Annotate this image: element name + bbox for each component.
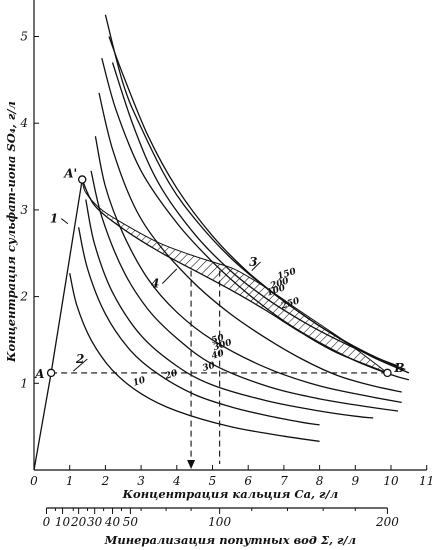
y-axis-label: Концентрация сульфат-иона SO₄, г/л xyxy=(4,101,18,363)
x-tick-label-6: 6 xyxy=(244,474,252,488)
line-label-leader-4 xyxy=(161,268,178,284)
line-label-3: 3 xyxy=(249,255,257,269)
curve-30 xyxy=(85,199,374,419)
line-origin-A xyxy=(33,372,52,471)
curve-label-10: 10 xyxy=(132,375,148,389)
x-tick-label-10: 10 xyxy=(383,474,399,488)
x-tick-label-8: 8 xyxy=(316,474,324,488)
line-label-4: 4 xyxy=(151,277,159,291)
curve-20 xyxy=(77,227,320,426)
line-label-leader-2 xyxy=(72,358,88,372)
x-axis-label: Концентрация кальция Ca, г/л xyxy=(122,487,339,501)
curve-100 xyxy=(98,92,402,393)
x-tick-label-0: 0 xyxy=(30,474,38,488)
secondary-tick-label-40: 40 xyxy=(104,515,121,529)
y-tick-label-2: 2 xyxy=(19,290,28,304)
line-label-leader-3 xyxy=(251,261,261,271)
y-tick-label-5: 5 xyxy=(20,30,28,44)
point-A' xyxy=(77,175,87,184)
x-tick-label-4: 4 xyxy=(172,474,181,488)
curve-label-50: 50 xyxy=(210,333,226,347)
secondary-tick-label-200: 200 xyxy=(375,515,399,529)
curve-250 xyxy=(108,36,406,371)
y-tick-label-3: 3 xyxy=(20,203,28,217)
x-tick-label-11: 11 xyxy=(419,474,434,488)
curve-50 xyxy=(94,136,402,404)
curve-label-30: 30 xyxy=(201,360,217,374)
secondary-axis-label: Минерализация попутных вод Σ, г/л xyxy=(104,533,356,547)
secondary-tick-label-10: 10 xyxy=(55,515,71,529)
secondary-tick-label-100: 100 xyxy=(208,515,231,529)
line-Aprime-B xyxy=(81,179,388,374)
y-tick-label-4: 4 xyxy=(19,116,28,130)
point-label-A: A xyxy=(34,367,44,381)
x-tick-label-5: 5 xyxy=(209,474,217,488)
line-label-1: 1 xyxy=(50,212,58,226)
x-tick-label-9: 9 xyxy=(351,474,359,488)
secondary-tick-label-0: 0 xyxy=(43,515,51,529)
curve-200 xyxy=(104,14,410,374)
x-tick-label-2: 2 xyxy=(101,474,110,488)
secondary-tick-label-50: 50 xyxy=(123,515,139,529)
secondary-tick-label-30: 30 xyxy=(87,515,103,529)
curve-label-40: 40 xyxy=(210,348,226,362)
hatched-region xyxy=(82,179,388,373)
line-label-leader-1 xyxy=(60,218,69,225)
curve-10 xyxy=(69,273,320,443)
x-tick-label-3: 3 xyxy=(137,474,145,488)
point-label-B: B xyxy=(393,361,404,375)
secondary-tick-label-20: 20 xyxy=(70,515,87,529)
y-tick-label-1: 1 xyxy=(20,376,28,390)
point-B xyxy=(383,368,392,378)
curve-40 xyxy=(90,170,399,412)
curve-300 xyxy=(111,62,399,367)
x-tick-label-7: 7 xyxy=(280,474,288,488)
hatched-region-upper-edge xyxy=(81,179,388,374)
line-label-2: 2 xyxy=(75,352,84,366)
projection-arrow xyxy=(187,460,196,469)
x-tick-label-1: 1 xyxy=(66,474,74,488)
point-A xyxy=(46,368,56,378)
point-label-A': A' xyxy=(63,167,77,181)
curve-label-20: 20 xyxy=(163,368,180,382)
line-A-Aprime xyxy=(50,179,83,373)
